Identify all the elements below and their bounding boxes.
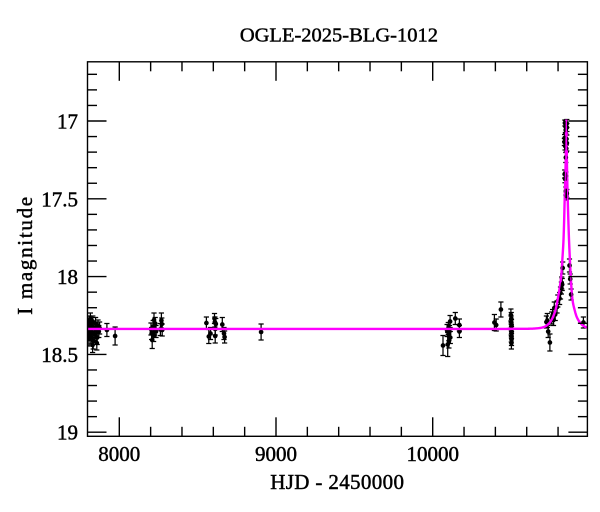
svg-text:OGLE-2025-BLG-1012: OGLE-2025-BLG-1012 bbox=[240, 25, 438, 47]
svg-text:HJD - 2450000: HJD - 2450000 bbox=[270, 470, 404, 494]
svg-text:17: 17 bbox=[57, 110, 78, 134]
svg-text:I magnitude: I magnitude bbox=[13, 195, 37, 315]
svg-text:9000: 9000 bbox=[255, 442, 297, 466]
svg-text:19: 19 bbox=[57, 421, 78, 445]
svg-text:17.5: 17.5 bbox=[41, 187, 78, 211]
svg-text:18: 18 bbox=[57, 265, 78, 289]
svg-text:8000: 8000 bbox=[98, 442, 140, 466]
svg-text:18.5: 18.5 bbox=[41, 343, 78, 367]
svg-text:10000: 10000 bbox=[406, 442, 459, 466]
